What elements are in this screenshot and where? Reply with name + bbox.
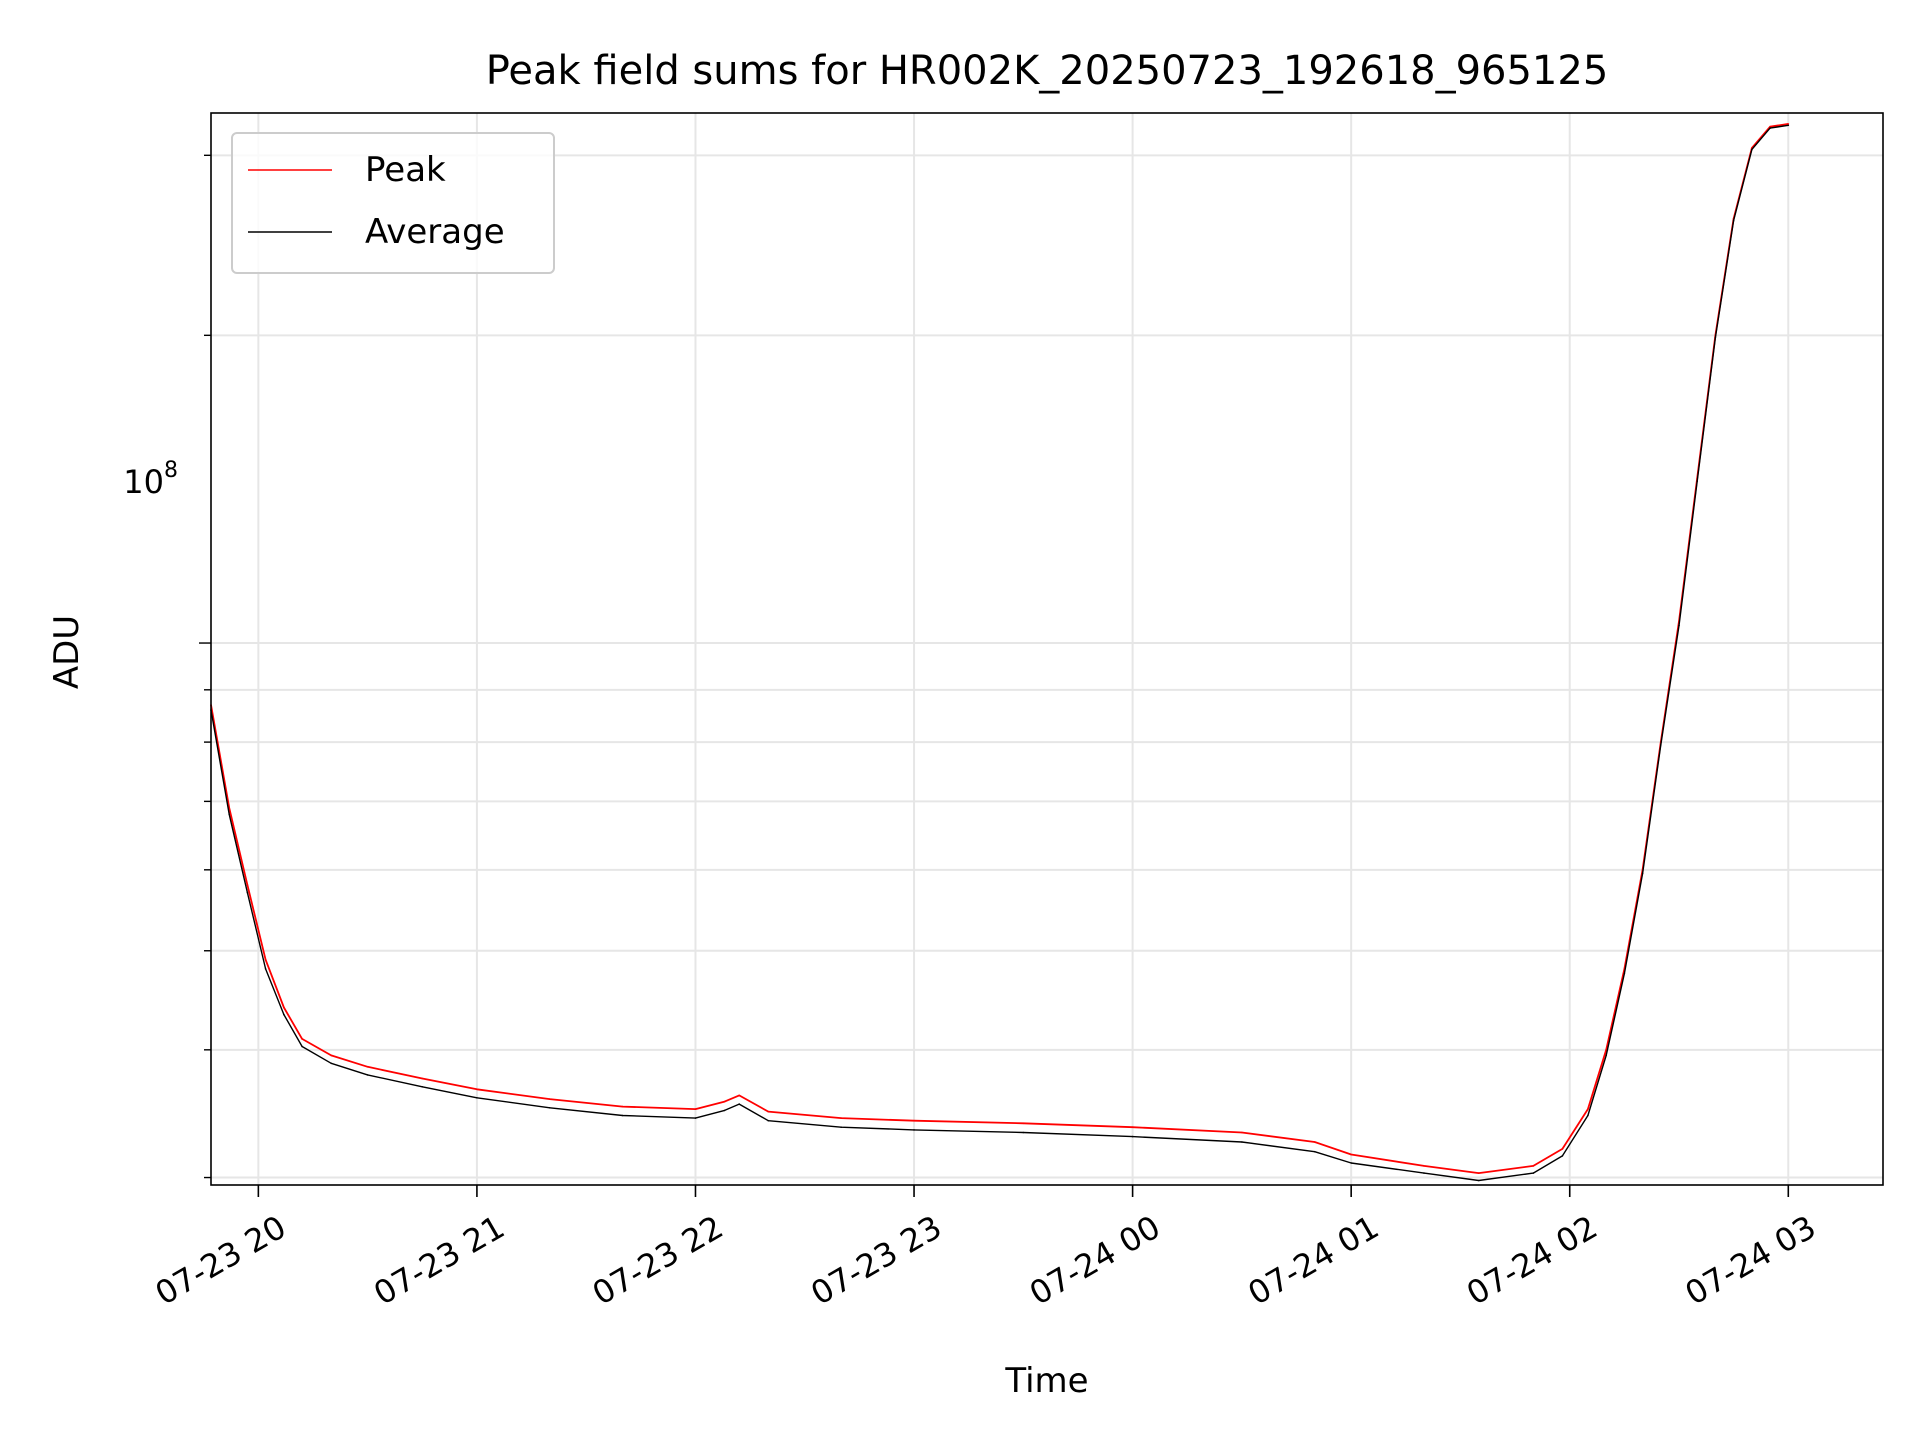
data-point-average <box>738 1103 740 1105</box>
data-point-peak <box>283 1006 285 1009</box>
data-point-average <box>549 1107 551 1109</box>
data-point-peak <box>1131 1126 1134 1128</box>
data-point-average <box>1678 624 1680 627</box>
data-point-average <box>1477 1179 1480 1182</box>
data-point-average <box>1714 336 1717 339</box>
data-point-peak <box>1787 123 1790 125</box>
data-point-peak <box>1350 1153 1352 1156</box>
data-point-average <box>1751 148 1753 151</box>
data-point-peak <box>476 1088 478 1091</box>
data-point-peak <box>264 958 267 961</box>
data-point-peak <box>1241 1131 1243 1134</box>
data-point-peak <box>1561 1148 1564 1150</box>
data-point-peak <box>1769 125 1771 128</box>
data-point-average <box>723 1109 726 1112</box>
y-axis-label: ADU <box>47 615 87 689</box>
plot-frame <box>210 112 1884 1186</box>
data-point-average <box>1241 1141 1243 1143</box>
data-point-average <box>913 1129 915 1131</box>
legend: Peak Average <box>231 132 555 274</box>
data-point-average <box>228 813 230 816</box>
data-point-average <box>1561 1155 1564 1157</box>
data-point-average <box>1423 1172 1425 1174</box>
data-point-peak <box>621 1105 624 1108</box>
data-point-peak <box>738 1094 740 1097</box>
data-point-peak <box>767 1110 770 1113</box>
data-point-average <box>1787 124 1790 127</box>
legend-label-peak: Peak <box>365 150 446 190</box>
chart-title: Peak field sums for HR002K_20250723_1926… <box>486 48 1609 94</box>
data-point-peak <box>330 1054 333 1057</box>
data-point-peak <box>301 1038 303 1040</box>
data-point-average <box>1131 1135 1134 1138</box>
data-point-peak <box>1313 1141 1316 1143</box>
data-point-average <box>1623 972 1626 975</box>
data-point-average <box>283 1013 285 1016</box>
data-point-peak <box>1022 1122 1025 1125</box>
data-point-average <box>767 1119 770 1122</box>
data-point-peak <box>366 1066 369 1068</box>
data-point-average <box>366 1074 369 1076</box>
x-axis-label: Time <box>1004 1361 1088 1401</box>
data-point-average <box>840 1126 842 1128</box>
data-point-average <box>1732 219 1735 222</box>
data-point-average <box>1350 1162 1352 1164</box>
data-point-average <box>1641 872 1644 875</box>
data-point-average <box>694 1117 697 1119</box>
data-point-average <box>1696 480 1698 483</box>
data-point-peak <box>1477 1172 1480 1174</box>
data-point-average <box>476 1097 478 1099</box>
data-point-average <box>330 1062 333 1065</box>
data-point-average <box>246 891 249 894</box>
y-tick-label: 108 <box>123 458 178 501</box>
legend-box <box>231 132 555 274</box>
data-point-peak <box>1532 1165 1535 1167</box>
data-point-peak <box>549 1098 551 1100</box>
legend-label-average: Average <box>365 212 505 252</box>
data-point-peak <box>913 1119 915 1122</box>
data-point-average <box>421 1086 424 1088</box>
data-point-peak <box>1605 1049 1607 1051</box>
data-point-average <box>1532 1172 1535 1174</box>
data-point-average <box>1605 1054 1607 1057</box>
data-point-average <box>621 1114 624 1117</box>
grid <box>211 113 1883 1185</box>
data-point-peak <box>1587 1108 1589 1110</box>
data-point-peak <box>694 1108 697 1110</box>
data-point-peak <box>421 1077 424 1080</box>
data-point-average <box>1660 744 1662 746</box>
data-point-average <box>1313 1150 1316 1153</box>
data-point-peak <box>1423 1165 1425 1167</box>
data-point-average <box>1587 1114 1589 1117</box>
data-point-peak <box>840 1117 842 1119</box>
data-point-average <box>301 1045 303 1048</box>
data-point-peak <box>246 884 249 886</box>
data-point-peak <box>723 1100 726 1103</box>
data-point-average <box>264 968 267 970</box>
data-point-average <box>1769 127 1771 129</box>
data-point-average <box>1022 1131 1025 1134</box>
